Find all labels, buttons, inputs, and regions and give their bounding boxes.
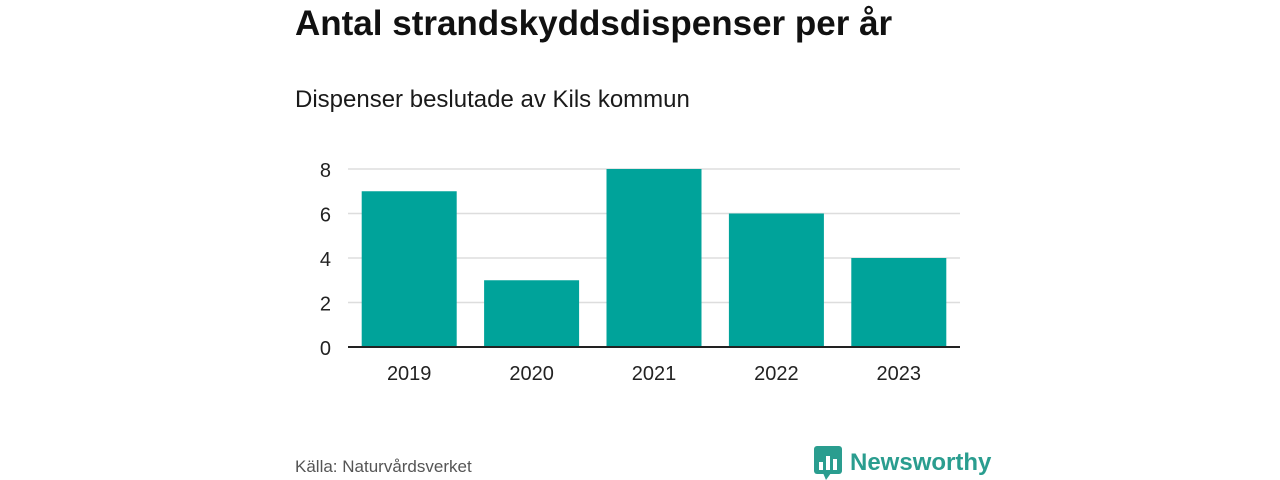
bar bbox=[606, 169, 702, 347]
bar-chart-speech-bubble-icon bbox=[814, 446, 842, 480]
brand-name: Newsworthy bbox=[850, 449, 992, 476]
bar bbox=[851, 258, 947, 347]
bar bbox=[484, 280, 580, 347]
chart-subtitle: Dispenser beslutade av Kils kommun bbox=[295, 86, 690, 113]
bar bbox=[728, 213, 824, 347]
x-tick-label: 2021 bbox=[632, 363, 677, 385]
source-note: Källa: Naturvårdsverket bbox=[295, 457, 472, 476]
x-tick-label: 2023 bbox=[877, 363, 922, 385]
y-tick-label: 6 bbox=[320, 205, 331, 227]
y-tick-label: 2 bbox=[320, 294, 331, 316]
x-tick-label: 2020 bbox=[509, 363, 554, 385]
y-tick-label: 4 bbox=[320, 249, 331, 271]
y-tick-label: 0 bbox=[320, 338, 331, 360]
chart-title: Antal strandskyddsdispenser per år bbox=[295, 4, 893, 43]
y-tick-label: 8 bbox=[320, 160, 331, 182]
brand-logo: Newsworthy bbox=[814, 446, 991, 480]
x-tick-label: 2022 bbox=[754, 363, 799, 385]
bar bbox=[361, 191, 457, 347]
x-tick-label: 2019 bbox=[387, 363, 432, 385]
